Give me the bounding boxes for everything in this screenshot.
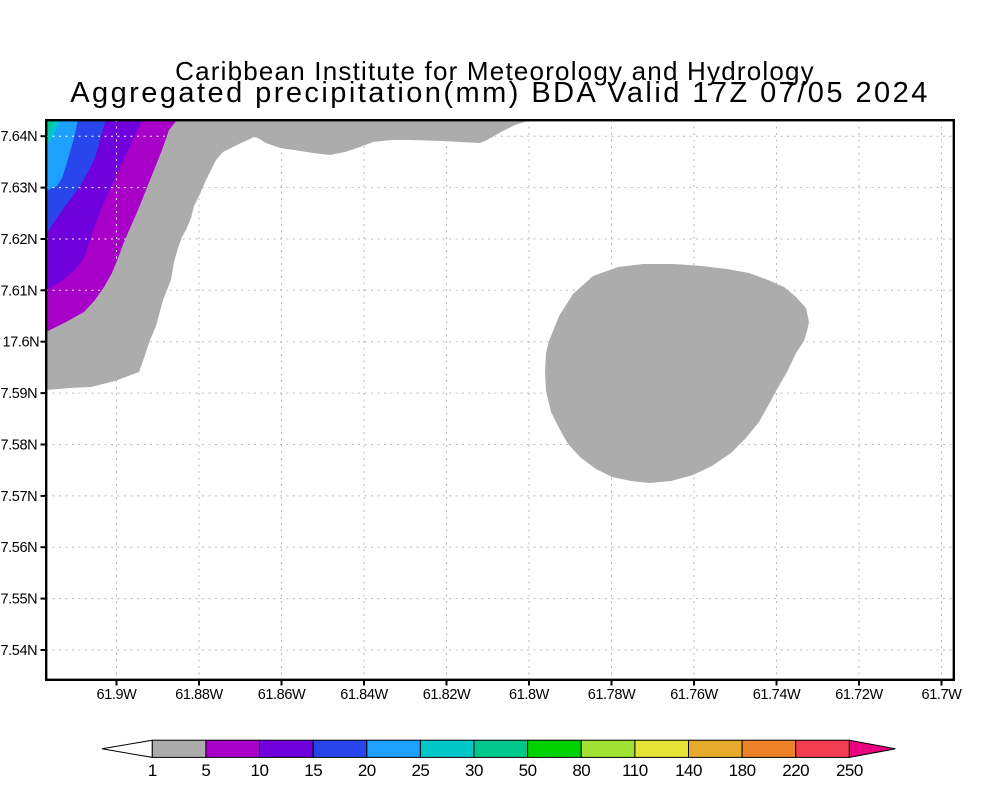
svg-text:7.63N: 7.63N	[1, 181, 38, 197]
svg-text:7.62N: 7.62N	[1, 232, 38, 248]
svg-text:180: 180	[729, 761, 756, 780]
svg-text:140: 140	[675, 761, 702, 780]
svg-text:7.64N: 7.64N	[1, 129, 38, 145]
svg-text:61.74W: 61.74W	[753, 687, 801, 703]
svg-text:15: 15	[304, 761, 322, 780]
svg-text:7.57N: 7.57N	[1, 489, 38, 505]
svg-text:61.72W: 61.72W	[835, 687, 883, 703]
svg-text:7.55N: 7.55N	[1, 592, 38, 608]
svg-text:Caribbean Institute for Meteor: Caribbean Institute for Meteorology and …	[175, 56, 815, 86]
svg-text:61.8W: 61.8W	[509, 687, 550, 703]
svg-text:7.59N: 7.59N	[1, 386, 38, 402]
svg-text:1: 1	[148, 761, 157, 780]
svg-text:61.9W: 61.9W	[97, 687, 138, 703]
svg-text:Aggregated precipitation(mm) B: Aggregated precipitation(mm) BDA Valid 1…	[70, 77, 930, 109]
svg-text:61.86W: 61.86W	[258, 687, 306, 703]
svg-text:110: 110	[622, 761, 648, 780]
svg-text:25: 25	[411, 761, 429, 780]
svg-text:61.78W: 61.78W	[588, 687, 636, 703]
svg-text:7.58N: 7.58N	[1, 438, 38, 454]
svg-text:61.7W: 61.7W	[922, 687, 963, 703]
svg-text:30: 30	[465, 761, 483, 780]
svg-text:250: 250	[836, 761, 863, 780]
svg-text:5: 5	[201, 761, 210, 780]
svg-text:61.88W: 61.88W	[175, 687, 223, 703]
svg-text:20: 20	[358, 761, 376, 780]
svg-text:17.6N: 17.6N	[3, 335, 40, 351]
svg-text:10: 10	[251, 761, 269, 780]
svg-text:61.76W: 61.76W	[670, 687, 718, 703]
svg-text:61.84W: 61.84W	[340, 687, 388, 703]
svg-text:220: 220	[782, 761, 809, 780]
svg-text:61.82W: 61.82W	[423, 687, 471, 703]
svg-text:7.54N: 7.54N	[1, 643, 38, 659]
svg-text:80: 80	[572, 761, 590, 780]
svg-text:7.61N: 7.61N	[1, 283, 38, 299]
svg-text:50: 50	[519, 761, 537, 780]
svg-text:7.56N: 7.56N	[1, 540, 38, 556]
